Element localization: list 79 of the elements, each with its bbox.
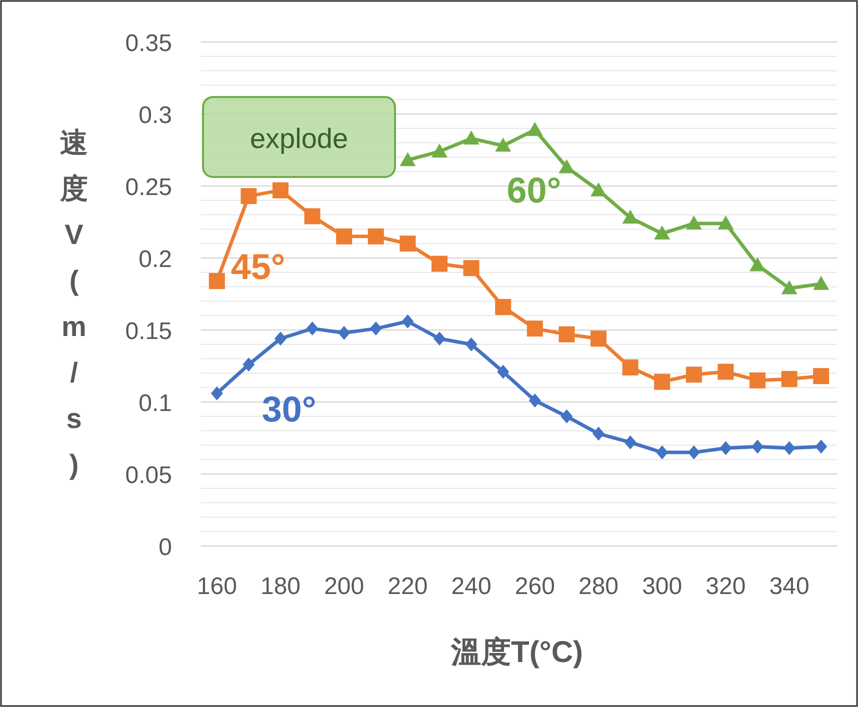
- x-tick-label: 200: [324, 573, 364, 600]
- point: [465, 337, 478, 352]
- series-label: 60°: [506, 169, 562, 210]
- point: [463, 130, 480, 144]
- point: [495, 298, 512, 315]
- point: [656, 445, 668, 460]
- point: [432, 143, 448, 158]
- point: [813, 276, 830, 290]
- point: [720, 441, 732, 456]
- point: [654, 226, 670, 240]
- y-tick-label: 0.1: [138, 390, 172, 417]
- point: [688, 445, 700, 460]
- x-tick-label: 240: [451, 573, 492, 600]
- point: [526, 122, 543, 136]
- series-label: 45°: [230, 246, 286, 288]
- point: [272, 182, 288, 198]
- point: [368, 228, 384, 244]
- point: [304, 208, 320, 224]
- point: [590, 330, 606, 347]
- point: [402, 314, 414, 328]
- y-tick-label: 0: [158, 534, 172, 561]
- point: [686, 366, 702, 383]
- point: [306, 322, 318, 336]
- point: [210, 386, 223, 400]
- point: [781, 370, 798, 387]
- ylabel: 速度V(m/s): [60, 127, 88, 480]
- point: [750, 257, 766, 272]
- point: [432, 256, 448, 272]
- annotation: explode: [202, 96, 396, 178]
- point: [592, 426, 604, 441]
- point: [240, 188, 257, 204]
- x-tick-label: 340: [769, 573, 810, 600]
- point: [718, 215, 734, 230]
- point: [718, 364, 734, 380]
- x-tick-label: 220: [388, 573, 428, 600]
- y-tick-label: 0.3: [138, 102, 172, 129]
- point: [434, 332, 446, 346]
- point: [783, 441, 796, 456]
- point: [400, 152, 416, 166]
- x-tick-label: 320: [706, 573, 746, 600]
- point: [558, 326, 575, 342]
- point: [242, 358, 255, 372]
- y-tick-label: 0.15: [125, 318, 172, 345]
- point: [686, 215, 702, 230]
- point: [781, 280, 798, 294]
- point: [274, 332, 286, 346]
- point: [558, 159, 575, 174]
- point: [497, 364, 510, 379]
- x-axis-title: 溫度T(°C): [450, 635, 583, 669]
- point: [528, 394, 541, 408]
- x-tick-label: 300: [642, 573, 682, 600]
- point: [400, 236, 416, 252]
- point: [495, 138, 512, 152]
- point: [622, 210, 638, 224]
- x-tick-label: 160: [196, 573, 237, 600]
- y-tick-label: 0.25: [125, 174, 172, 201]
- point: [463, 260, 480, 276]
- point: [624, 435, 636, 450]
- point: [654, 374, 670, 390]
- series-label: 30°: [262, 388, 316, 430]
- point: [526, 320, 543, 337]
- y-tick-label: 0.35: [125, 30, 172, 57]
- y-tick-label: 0.05: [125, 462, 172, 489]
- point: [813, 368, 830, 384]
- x-tick-label: 180: [260, 573, 301, 600]
- point: [815, 440, 828, 454]
- point: [590, 182, 606, 196]
- x-tick-label: 280: [578, 573, 619, 600]
- point: [750, 372, 766, 388]
- point: [208, 273, 225, 290]
- point: [370, 322, 382, 336]
- point: [336, 228, 352, 244]
- point: [622, 359, 638, 376]
- point: [560, 409, 573, 424]
- annotation: explode: [250, 123, 348, 154]
- x-tick-label: 260: [514, 573, 555, 600]
- point: [338, 326, 350, 340]
- y-tick-label: 0.2: [138, 246, 172, 273]
- point: [752, 440, 764, 454]
